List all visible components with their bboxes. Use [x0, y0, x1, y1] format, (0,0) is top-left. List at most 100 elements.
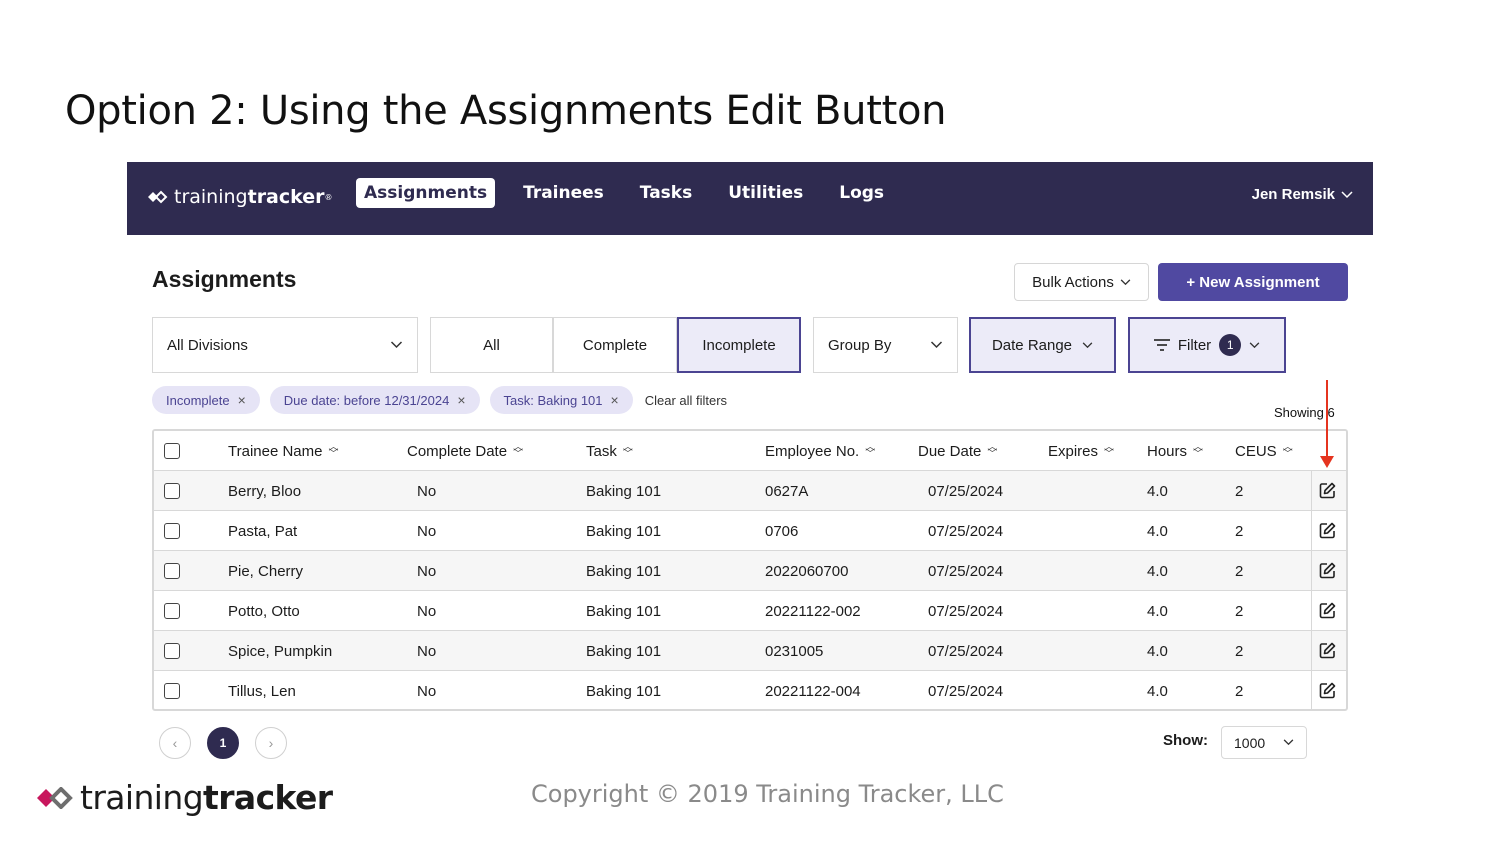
sort-icon: ︿ ﹀ — [865, 442, 876, 460]
page-title: Assignments — [152, 266, 297, 292]
cell-hours: 4.0 — [1147, 482, 1168, 500]
col-employee-no[interactable]: Employee No. ︿ ﹀ — [765, 431, 875, 471]
nav-tab-logs[interactable]: Logs — [839, 183, 885, 203]
chip-label: Task: Baking 101 — [503, 392, 603, 408]
cell-task: Baking 101 — [586, 522, 662, 540]
cell-due-date: 07/25/2024 — [928, 642, 1004, 660]
pagination: ‹ 1 › — [159, 727, 287, 759]
page-button[interactable]: 1 — [207, 727, 239, 759]
cell-ceus: 2 — [1235, 602, 1244, 620]
edit-icon[interactable] — [1319, 642, 1336, 664]
col-label: CEUS — [1235, 442, 1277, 460]
close-icon[interactable]: × — [610, 392, 619, 408]
page-size-select[interactable]: 1000 — [1221, 726, 1307, 759]
division-select[interactable]: All Divisions — [152, 317, 418, 373]
app-window: training tracker ® Assignments Trainees Ta… — [127, 162, 1373, 722]
chevron-down-icon — [390, 341, 403, 349]
chip-label: Incomplete — [166, 392, 230, 408]
sort-icon: ︿ ﹀ — [1282, 442, 1293, 460]
edit-cell — [1311, 631, 1346, 670]
close-icon[interactable]: × — [457, 392, 466, 408]
nav-logo-bold: tracker — [247, 186, 325, 208]
date-range-button[interactable]: Date Range — [969, 317, 1116, 373]
cell-task: Baking 101 — [586, 602, 662, 620]
nav-logo-light: training — [174, 186, 248, 208]
footer-logo-light: training — [80, 778, 204, 817]
row-checkbox[interactable] — [164, 603, 180, 619]
nav-tab-trainees[interactable]: Trainees — [523, 183, 604, 203]
chevron-down-icon — [1341, 190, 1353, 198]
prev-page-button[interactable]: ‹ — [159, 727, 191, 759]
show-label: Show: — [1163, 732, 1208, 749]
bulk-actions-button[interactable]: Bulk Actions — [1014, 263, 1149, 301]
close-icon[interactable]: × — [237, 392, 246, 408]
nav-logo[interactable]: training tracker ® — [147, 186, 333, 208]
cell-employee-no: 0231005 — [765, 642, 824, 660]
chevron-down-icon — [1283, 739, 1294, 746]
edit-icon[interactable] — [1319, 602, 1336, 624]
cell-trainee-name: Spice, Pumpkin — [228, 642, 333, 660]
cell-due-date: 07/25/2024 — [928, 682, 1004, 700]
cell-trainee-name: Berry, Bloo — [228, 482, 302, 500]
cell-hours: 4.0 — [1147, 562, 1168, 580]
cell-employee-no: 2022060700 — [765, 562, 849, 580]
cell-task: Baking 101 — [586, 642, 662, 660]
col-ceus[interactable]: CEUS ︿ ﹀ — [1235, 431, 1293, 471]
col-label: Hours — [1147, 442, 1188, 460]
select-all-checkbox[interactable] — [164, 443, 180, 459]
row-checkbox[interactable] — [164, 563, 180, 579]
cell-complete-date: No — [417, 642, 437, 660]
col-trainee-name[interactable]: Trainee Name ︿ ﹀ — [228, 431, 338, 471]
row-checkbox[interactable] — [164, 643, 180, 659]
row-checkbox[interactable] — [164, 683, 180, 699]
col-complete-date[interactable]: Complete Date ︿ ﹀ — [407, 431, 523, 471]
row-checkbox-cell — [164, 551, 180, 591]
col-label: Due Date — [918, 442, 982, 460]
edit-cell — [1311, 551, 1346, 590]
user-menu[interactable]: Jen Remsik — [1252, 186, 1353, 203]
edit-cell — [1311, 471, 1346, 510]
row-checkbox[interactable] — [164, 523, 180, 539]
filter-chip: Due date: before 12/31/2024 × — [269, 386, 480, 414]
status-tab-all[interactable]: All — [430, 317, 553, 373]
nav-tabs: Assignments Trainees Tasks Utilities Log… — [356, 178, 912, 208]
nav-tab-tasks[interactable]: Tasks — [639, 183, 693, 203]
cell-employee-no: 0706 — [765, 522, 799, 540]
table-row: Pasta, Pat No Baking 101 0706 07/25/2024 4.0 2 — [154, 511, 1346, 551]
footer-logo-bold: tracker — [203, 778, 333, 817]
filter-button[interactable]: Filter 1 — [1128, 317, 1286, 373]
col-label: Expires — [1048, 442, 1099, 460]
col-expires[interactable]: Expires ︿ ﹀ — [1048, 431, 1114, 471]
col-hours[interactable]: Hours ︿ ﹀ — [1147, 431, 1203, 471]
edit-cell — [1311, 591, 1346, 630]
nav-tab-assignments[interactable]: Assignments — [356, 178, 496, 208]
clear-all-filters-link[interactable]: Clear all filters — [644, 392, 728, 408]
sort-icon: ︿ ﹀ — [622, 442, 633, 460]
showing-count: Showing 6 — [1274, 405, 1335, 420]
new-assignment-button[interactable]: + New Assignment — [1158, 263, 1348, 301]
nav-tab-utilities[interactable]: Utilities — [728, 183, 804, 203]
status-tab-complete[interactable]: Complete — [553, 317, 677, 373]
col-due-date[interactable]: Due Date ︿ ﹀ — [918, 431, 997, 471]
edit-cell — [1311, 511, 1346, 550]
copyright-text: Copyright © 2019 Training Tracker, LLC — [531, 780, 1004, 808]
row-checkbox[interactable] — [164, 483, 180, 499]
edit-icon[interactable] — [1319, 682, 1336, 704]
footer-logo: training tracker — [36, 778, 333, 817]
cell-complete-date: No — [417, 522, 437, 540]
edit-icon[interactable] — [1319, 562, 1336, 584]
annotation-arrow-head — [1320, 456, 1334, 468]
row-checkbox-cell — [164, 671, 180, 709]
next-page-button[interactable]: › — [255, 727, 287, 759]
col-task[interactable]: Task ︿ ﹀ — [586, 431, 633, 471]
edit-icon[interactable] — [1319, 522, 1336, 544]
table-row: Potto, Otto No Baking 101 20221122-002 07/25… — [154, 591, 1346, 631]
cell-trainee-name: Potto, Otto — [228, 602, 300, 620]
group-by-select[interactable]: Group By — [813, 317, 958, 373]
cell-due-date: 07/25/2024 — [928, 482, 1004, 500]
edit-icon[interactable] — [1319, 482, 1336, 504]
logo-mark-icon — [37, 786, 73, 809]
chevron-down-icon — [930, 341, 943, 349]
top-navbar: training tracker ® Assignments Trainees Ta… — [127, 162, 1373, 235]
status-tab-incomplete[interactable]: Incomplete — [677, 317, 801, 373]
